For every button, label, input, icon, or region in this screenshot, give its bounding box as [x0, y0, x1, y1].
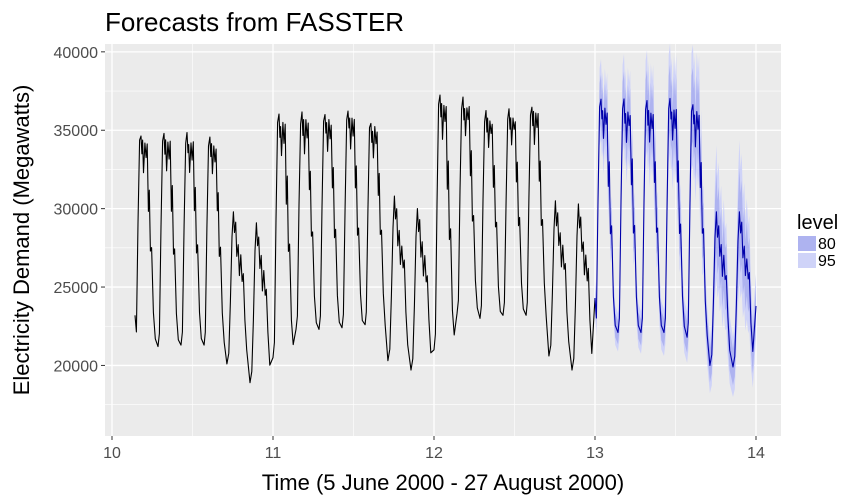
- y-tick-label: 20000: [54, 358, 99, 375]
- legend-swatch-95: [798, 253, 816, 268]
- grid-major: [105, 44, 781, 436]
- legend-title: level: [797, 212, 838, 234]
- legend-label-95: 95: [818, 253, 836, 270]
- y-tick-label: 25000: [54, 280, 99, 297]
- legend: level 80 95: [797, 212, 838, 270]
- x-tick-label: 12: [425, 445, 443, 462]
- x-axis-title: Time (5 June 2000 - 27 August 2000): [262, 470, 624, 495]
- y-axis-title: Electricity Demand (Megawatts): [9, 85, 34, 396]
- chart-title: Forecasts from FASSTER: [105, 7, 404, 37]
- series-lines: [134, 94, 757, 384]
- prediction-band-80: [595, 64, 756, 386]
- y-tick-label: 40000: [54, 45, 99, 62]
- actual-series-line: [134, 94, 596, 384]
- x-tick-label: 13: [586, 445, 604, 462]
- x-axis: 10 11 12 13 14: [103, 436, 765, 462]
- x-tick-label: 11: [265, 445, 282, 462]
- band-80: [595, 64, 756, 386]
- y-tick-label: 30000: [54, 202, 99, 219]
- x-tick-label: 10: [103, 445, 121, 462]
- y-tick-label: 35000: [54, 123, 99, 140]
- legend-swatch-80: [798, 236, 816, 251]
- y-axis: 20000 25000 30000 35000 40000: [54, 45, 105, 375]
- x-tick-label: 14: [747, 445, 765, 462]
- forecast-series-line: [594, 97, 757, 368]
- legend-label-80: 80: [818, 236, 836, 253]
